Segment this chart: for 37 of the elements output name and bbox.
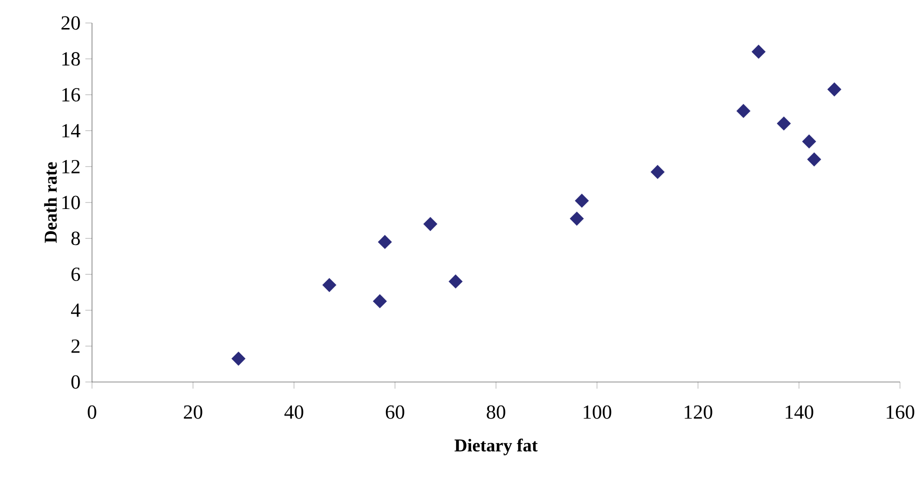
- y-tick-label: 0: [71, 375, 80, 389]
- y-axis-title: Death rate: [44, 162, 57, 243]
- x-tick-label: 20: [184, 405, 202, 419]
- point: [802, 134, 816, 148]
- point: [570, 212, 584, 226]
- x-tick-label: 60: [386, 405, 404, 419]
- point: [322, 278, 336, 292]
- point: [378, 235, 392, 249]
- x-tick-label: 40: [284, 405, 304, 419]
- x-tick-label: 140: [786, 405, 814, 419]
- point: [232, 352, 246, 366]
- y-tick-label: 20: [62, 16, 80, 30]
- x-tick-label: 80: [486, 405, 506, 419]
- y-tick-label: 2: [72, 339, 80, 353]
- point: [650, 165, 665, 179]
- point: [807, 152, 822, 166]
- point: [827, 82, 842, 96]
- y-tick-label: 4: [71, 304, 80, 317]
- y-tick-label: 12: [62, 160, 80, 174]
- point: [423, 217, 438, 231]
- point: [372, 294, 387, 308]
- point: [736, 104, 750, 118]
- x-tick-label: 0: [88, 405, 96, 419]
- point: [574, 194, 589, 208]
- y-tick-label: 10: [62, 196, 80, 210]
- x-tick-label: 160: [886, 405, 914, 419]
- y-tick-label: 14: [62, 124, 80, 138]
- point: [776, 116, 791, 130]
- point: [752, 44, 766, 59]
- x-axis-title: Dietary fat: [454, 438, 538, 456]
- x-tick-label: 120: [684, 405, 712, 419]
- y-tick-label: 18: [62, 52, 80, 66]
- y-tick-label: 8: [71, 232, 80, 246]
- x-tick-label: 100: [584, 405, 612, 419]
- y-tick-label: 6: [71, 268, 80, 281]
- y-tick-label: 16: [62, 88, 80, 102]
- point: [448, 274, 463, 288]
